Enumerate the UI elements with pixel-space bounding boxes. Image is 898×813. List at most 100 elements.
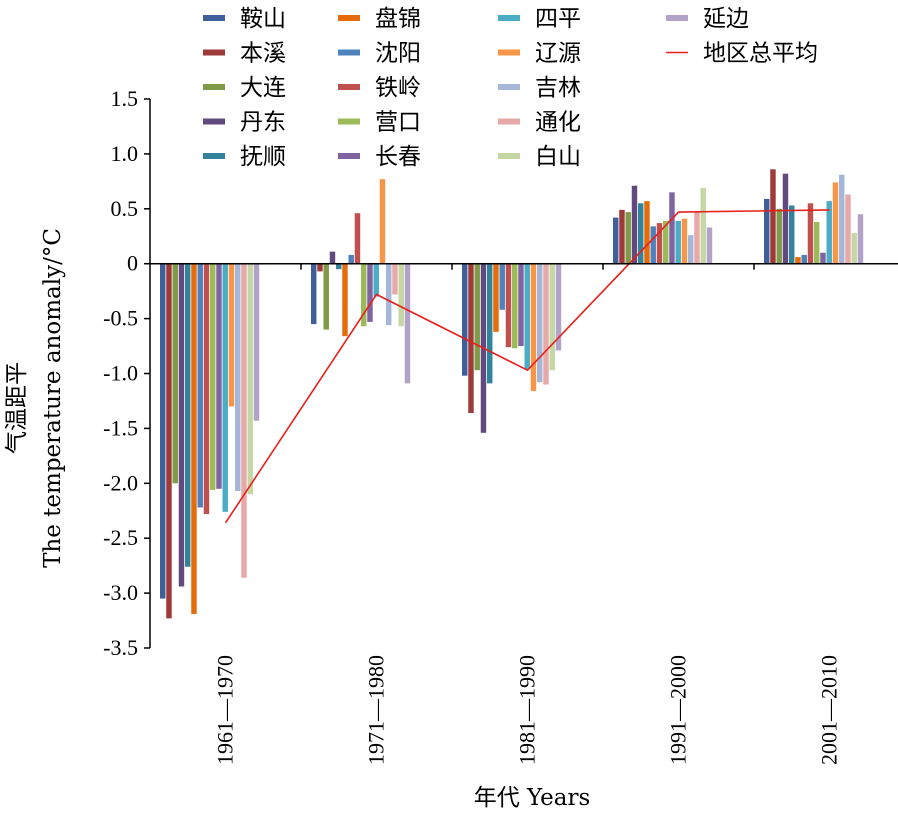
bar	[367, 263, 373, 322]
y-tick-label: -2.0	[103, 470, 138, 495]
bar	[530, 263, 537, 392]
legend-label: 通化	[535, 110, 581, 136]
legend-label: 抚顺	[240, 144, 286, 170]
bar	[839, 174, 845, 264]
bar	[342, 263, 348, 337]
y-tick-label: -3.0	[103, 580, 138, 605]
y-tick-label: -0.5	[103, 306, 138, 331]
x-axis-title: 年代 Years	[474, 785, 591, 811]
bar	[323, 263, 329, 330]
legend-label: 本溪	[240, 41, 286, 67]
bar	[832, 182, 839, 264]
legend-swatch	[203, 15, 225, 21]
bar	[814, 221, 820, 264]
bar	[782, 173, 789, 264]
bar	[688, 235, 694, 264]
bar	[650, 226, 656, 264]
bar	[857, 214, 864, 264]
bar	[379, 179, 386, 264]
bar	[373, 263, 379, 297]
bar	[700, 187, 706, 264]
legend-item: 沈阳	[338, 41, 421, 67]
legend-swatch	[338, 118, 360, 125]
bar	[826, 201, 832, 264]
legend-swatch	[498, 49, 520, 56]
bar	[555, 263, 562, 351]
bar	[222, 263, 228, 512]
legend-label: 铁岭	[375, 75, 421, 101]
y-tick-label: 1.0	[111, 141, 139, 166]
bar	[185, 263, 191, 567]
legend-item: 长春	[338, 144, 421, 170]
bar	[619, 209, 625, 264]
x-axis: 1961—1970 1971—1980 1981—1990 1991—2000 2001…	[150, 262, 898, 765]
bar	[336, 263, 342, 270]
y-axis: 1.5 1.0 0.5 0 -0.5 -1.0 -1.5 -2.0 -2.5 -3.0 -3.5	[103, 86, 151, 660]
legend-item: 延边	[666, 6, 749, 32]
bar	[681, 218, 688, 264]
bar	[392, 263, 398, 295]
legend-item: 地区总平均	[666, 41, 818, 67]
y-tick-label: 0	[127, 251, 138, 276]
bar	[656, 223, 663, 264]
legend-swatch	[338, 84, 360, 90]
legend-item: 四平	[498, 6, 581, 32]
x-tick-label: 1991—2000	[666, 655, 691, 765]
bar	[203, 263, 210, 515]
bar	[160, 263, 166, 599]
bar	[499, 263, 505, 310]
bar	[216, 263, 222, 489]
bar	[807, 203, 814, 264]
legend-swatch	[498, 15, 520, 21]
bar	[474, 263, 480, 371]
legend-item: 白山	[498, 144, 581, 170]
legend-item: 丹东	[203, 110, 286, 136]
legend-label: 大连	[240, 75, 286, 101]
bar	[549, 263, 555, 371]
legend-label: 延边	[703, 6, 749, 32]
legend-item: 通化	[498, 110, 581, 136]
legend-swatch	[498, 118, 520, 125]
bar	[241, 263, 247, 578]
legend-item: 营口	[338, 110, 421, 136]
legend-swatch	[203, 153, 225, 159]
bar	[795, 257, 801, 264]
bar	[253, 263, 260, 421]
x-tick-label: 1961—1970	[213, 655, 238, 765]
bar	[361, 263, 367, 327]
legend-label: 吉林	[535, 75, 581, 101]
legend-item: 鞍山	[203, 6, 286, 32]
average-line-path	[224, 209, 830, 524]
average-line	[224, 209, 830, 524]
legend-item: 铁岭	[338, 75, 421, 101]
bar	[820, 252, 826, 264]
y-tick-label: 0.5	[111, 196, 139, 221]
bar	[638, 203, 644, 264]
legend-label: 鞍山	[240, 6, 286, 32]
bar	[663, 220, 669, 264]
y-tick-label: -3.5	[103, 635, 138, 660]
legend-label: 营口	[375, 110, 421, 136]
bar	[776, 208, 782, 264]
y-tick-label: -1.0	[103, 361, 138, 386]
legend-swatch	[338, 153, 360, 159]
legend-item: 抚顺	[203, 144, 286, 170]
legend-label: 丹东	[240, 110, 286, 136]
bar	[235, 263, 241, 491]
y-tick-label: -2.5	[103, 525, 138, 550]
bar	[543, 263, 549, 385]
bar	[518, 263, 524, 347]
bar	[613, 217, 619, 264]
bar	[197, 263, 203, 508]
legend-item: 吉林	[498, 75, 581, 101]
bars	[160, 169, 864, 619]
y-axis-title-cn: 气温距平	[4, 362, 30, 454]
bar	[524, 263, 530, 370]
bar	[537, 263, 543, 383]
legend-item: 辽源	[498, 41, 581, 67]
legend-swatch	[338, 15, 360, 21]
legend-label: 长春	[375, 144, 421, 170]
bar	[493, 263, 499, 332]
bar	[468, 263, 474, 414]
